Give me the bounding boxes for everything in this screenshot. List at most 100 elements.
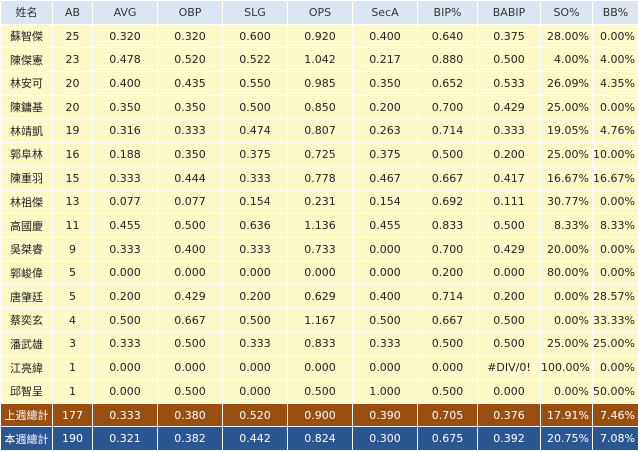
stat-cell: 16 [53, 143, 93, 167]
column-header[interactable]: SecA [353, 1, 418, 25]
column-header[interactable]: SLG [223, 1, 288, 25]
stat-cell: 0.00% [541, 285, 593, 309]
total-stat-cell: 7.08% [593, 427, 638, 451]
stat-cell: 33.33% [593, 308, 638, 332]
stat-cell: 0.000 [288, 261, 353, 285]
column-header[interactable]: AVG [93, 1, 158, 25]
stat-cell: 0.500 [478, 332, 541, 356]
total-label-cell: 本週總計 [1, 427, 53, 451]
player-name-cell: 陳傑憲 [1, 48, 53, 72]
stat-cell: 0.000 [93, 380, 158, 404]
total-stat-cell: 7.46% [593, 403, 638, 427]
total-stat-cell: 0.390 [353, 403, 418, 427]
stat-cell: 0.350 [158, 95, 223, 119]
stat-cell: 4.35% [593, 72, 638, 96]
stat-cell: 50.00% [593, 380, 638, 404]
column-header[interactable]: 姓名 [1, 1, 53, 25]
stat-cell: 0.429 [158, 285, 223, 309]
stat-cell: 0.375 [223, 143, 288, 167]
stat-cell: 0.400 [353, 285, 418, 309]
stat-cell: 0.000 [223, 356, 288, 380]
stat-cell: 0.667 [158, 308, 223, 332]
stat-cell: 0.333 [353, 332, 418, 356]
stat-cell: 0.350 [353, 72, 418, 96]
total-stat-cell: 0.675 [418, 427, 478, 451]
stat-cell: #DIV/0! [478, 356, 541, 380]
stat-cell: 16.67% [541, 166, 593, 190]
stat-cell: 100.00% [541, 356, 593, 380]
column-header[interactable]: AB [53, 1, 93, 25]
stat-cell: 0.000 [478, 380, 541, 404]
stat-cell: 15 [53, 166, 93, 190]
stat-cell: 0.533 [478, 72, 541, 96]
stat-cell: 3 [53, 332, 93, 356]
stat-cell: 0.500 [418, 380, 478, 404]
total-stat-cell: 0.900 [288, 403, 353, 427]
column-header[interactable]: BABIP [478, 1, 541, 25]
stat-cell: 0.200 [223, 285, 288, 309]
stat-cell: 1.136 [288, 214, 353, 238]
stat-cell: 4.76% [593, 119, 638, 143]
stat-cell: 0.375 [353, 143, 418, 167]
stat-cell: 19 [53, 119, 93, 143]
stat-cell: 4 [53, 308, 93, 332]
stat-cell: 0.520 [158, 48, 223, 72]
stat-cell: 0.700 [418, 95, 478, 119]
stat-cell: 0.320 [93, 24, 158, 48]
stat-cell: 0.000 [353, 356, 418, 380]
stat-cell: 0.200 [353, 95, 418, 119]
total-stat-cell: 0.300 [353, 427, 418, 451]
stat-cell: 0.455 [353, 214, 418, 238]
stat-cell: 0.00% [541, 308, 593, 332]
stat-cell: 0.640 [418, 24, 478, 48]
player-name-cell: 吳桀睿 [1, 237, 53, 261]
column-header[interactable]: BIP% [418, 1, 478, 25]
stat-cell: 0.500 [93, 308, 158, 332]
stat-cell: 0.00% [593, 356, 638, 380]
player-name-cell: 陳重羽 [1, 166, 53, 190]
player-name-cell: 林安可 [1, 72, 53, 96]
stat-cell: 20.00% [541, 237, 593, 261]
stat-cell: 0.500 [223, 308, 288, 332]
total-stat-cell: 20.75% [541, 427, 593, 451]
stat-cell: 4.00% [541, 48, 593, 72]
stat-cell: 0.00% [593, 261, 638, 285]
stat-cell: 0.333 [223, 332, 288, 356]
stat-cell: 0.00% [593, 190, 638, 214]
stat-cell: 0.154 [353, 190, 418, 214]
stat-cell: 0.000 [158, 356, 223, 380]
stat-cell: 80.00% [541, 261, 593, 285]
stat-cell: 0.429 [478, 237, 541, 261]
stat-cell: 0.714 [418, 119, 478, 143]
stat-cell: 0.316 [93, 119, 158, 143]
column-header[interactable]: OPS [288, 1, 353, 25]
stat-cell: 1.167 [288, 308, 353, 332]
column-header[interactable]: SO% [541, 1, 593, 25]
player-name-cell: 林祖傑 [1, 190, 53, 214]
stat-cell: 0.714 [418, 285, 478, 309]
stat-cell: 0.833 [418, 214, 478, 238]
stat-cell: 0.400 [158, 237, 223, 261]
stat-cell: 0.000 [418, 356, 478, 380]
stat-cell: 0.400 [353, 24, 418, 48]
player-name-cell: 郭峻偉 [1, 261, 53, 285]
stat-cell: 0.000 [93, 261, 158, 285]
column-header[interactable]: BB% [593, 1, 638, 25]
stat-cell: 0.500 [158, 332, 223, 356]
stat-cell: 0.000 [223, 261, 288, 285]
stat-cell: 0.333 [158, 119, 223, 143]
total-stat-cell: 0.376 [478, 403, 541, 427]
stat-cell: 0.429 [478, 95, 541, 119]
total-stat-cell: 0.520 [223, 403, 288, 427]
column-header[interactable]: OBP [158, 1, 223, 25]
stat-cell: 0.231 [288, 190, 353, 214]
stat-cell: 0.500 [418, 332, 478, 356]
